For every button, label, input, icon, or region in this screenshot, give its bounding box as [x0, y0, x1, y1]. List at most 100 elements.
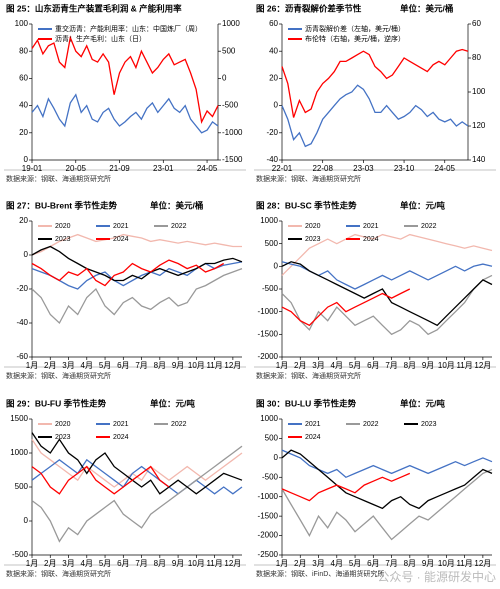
legend-label: 2023 — [55, 434, 71, 441]
x-tick-label: 22-01 — [272, 164, 293, 173]
y-tick-label: 60 — [19, 74, 28, 83]
x-tick-label: 7月 — [385, 361, 397, 370]
x-tick-label: 19-01 — [22, 164, 43, 173]
y-tick-label: -500 — [262, 472, 279, 481]
x-tick-label: 5月 — [99, 361, 111, 370]
watermark: 公众号 · 能源研发中心 — [377, 569, 496, 584]
y-tick-label: 0 — [274, 261, 279, 270]
y-tick-label: -500 — [262, 284, 279, 293]
chart-title: 图 29：BU-FU 季节性走势 — [6, 398, 107, 408]
y-tick-label: 1000 — [260, 216, 278, 225]
line-series — [31, 465, 170, 495]
chart-title: 图 28：BU-SC 季节性走势 — [256, 200, 357, 210]
legend-label: 重交沥青：产能利用率：山东：中国炼厂（周） — [55, 24, 202, 33]
y-tick-label: -40 — [266, 155, 278, 164]
y2-tick-label: 140 — [472, 155, 486, 164]
unit-label: 单位：美元/桶 — [400, 3, 453, 13]
y-tick-label: 20 — [19, 216, 28, 225]
legend-label: 2022 — [171, 421, 187, 428]
legend-label: 2021 — [363, 223, 379, 230]
legend-label: 布伦特（右轴，美元/桶，逆序） — [305, 34, 405, 43]
x-tick-label: 8月 — [154, 361, 166, 370]
x-tick-label: 20-05 — [66, 164, 87, 173]
y2-tick-label: -500 — [222, 101, 239, 110]
line-series — [281, 233, 493, 276]
line-series — [31, 432, 243, 495]
x-tick-label: 6月 — [117, 559, 129, 568]
y-tick-label: -60 — [16, 352, 28, 361]
x-tick-label: 12月 — [224, 559, 241, 568]
line-series — [31, 35, 219, 124]
y-tick-label: -40 — [16, 318, 28, 327]
y-tick-label: 40 — [19, 101, 28, 110]
source: 数据来源：钢联、海通期货研究所 — [6, 371, 111, 380]
y-tick-label: -500 — [12, 550, 29, 559]
y2-tick-label: 1000 — [222, 19, 240, 28]
x-tick-label: 23-10 — [394, 164, 415, 173]
y-tick-label: 0 — [24, 516, 29, 525]
x-tick-label: 4月 — [331, 361, 343, 370]
legend-label: 2024 — [113, 434, 129, 441]
x-tick-label: 3月 — [312, 559, 324, 568]
x-tick-label: 22-08 — [312, 164, 333, 173]
x-tick-label: 5月 — [99, 559, 111, 568]
line-series — [281, 449, 493, 510]
y-tick-label: -1500 — [258, 511, 279, 520]
source: 数据来源：钢联、iFinD、海通期货研究所 — [256, 569, 384, 578]
y-tick-label: -2000 — [258, 531, 279, 540]
x-tick-label: 1月 — [276, 559, 288, 568]
legend-label: 2024 — [363, 236, 379, 243]
y2-tick-label: 0 — [222, 74, 227, 83]
legend-label: 2023 — [305, 236, 321, 243]
legend-label: 2021 — [305, 421, 321, 428]
line-series — [31, 267, 243, 325]
legend-label: 2023 — [55, 236, 71, 243]
chart-title: 图 30：BU-LU 季节性走势 — [256, 398, 357, 408]
x-tick-label: 5月 — [349, 559, 361, 568]
x-tick-label: 9月 — [172, 559, 184, 568]
y-tick-label: 0 — [24, 155, 29, 164]
chart-title: 图 26：沥青裂解价差季节性 — [256, 3, 362, 13]
x-tick-label: 3月 — [312, 361, 324, 370]
x-tick-label: 2月 — [44, 361, 56, 370]
x-tick-label: 3月 — [62, 559, 74, 568]
y2-tick-label: 500 — [222, 46, 236, 55]
line-series — [31, 245, 243, 282]
y-tick-label: 100 — [15, 19, 29, 28]
x-tick-label: 5月 — [349, 361, 361, 370]
y2-tick-label: 80 — [472, 53, 481, 62]
x-tick-label: 9月 — [422, 559, 434, 568]
legend-label: 2020 — [305, 223, 321, 230]
x-tick-label: 11月 — [456, 361, 472, 370]
line-series — [281, 274, 493, 336]
x-tick-label: 4月 — [81, 559, 93, 568]
y-tick-label: 40 — [269, 46, 278, 55]
line-series — [31, 259, 225, 287]
x-tick-label: 2月 — [294, 361, 306, 370]
line-series — [281, 288, 411, 327]
x-tick-label: 2月 — [44, 559, 56, 568]
unit-label: 单位：元/吨 — [400, 200, 445, 210]
legend-label: 2021 — [113, 223, 129, 230]
line-series — [281, 261, 493, 290]
x-tick-label: 8月 — [154, 559, 166, 568]
x-tick-label: 7月 — [385, 559, 397, 568]
x-tick-label: 23-03 — [353, 164, 374, 173]
y2-tick-label: -1000 — [222, 128, 243, 137]
y-tick-label: 0 — [274, 101, 279, 110]
x-tick-label: 7月 — [135, 559, 147, 568]
legend-label: 2022 — [363, 421, 379, 428]
x-tick-label: 2月 — [294, 559, 306, 568]
y-tick-label: 1000 — [10, 448, 28, 457]
x-tick-label: 10月 — [438, 559, 455, 568]
legend-label: 沥青裂解价差（左轴，美元/桶） — [305, 24, 405, 33]
x-tick-label: 6月 — [367, 361, 379, 370]
line-series — [281, 472, 411, 502]
x-tick-label: 3月 — [62, 361, 74, 370]
unit-label: 单位：元/吨 — [150, 398, 195, 408]
x-tick-label: 8月 — [404, 361, 416, 370]
source: 数据来源：钢联、海通期货研究所 — [256, 174, 361, 183]
line-series — [281, 84, 469, 148]
x-tick-label: 11月 — [206, 559, 222, 568]
x-tick-label: 6月 — [367, 559, 379, 568]
